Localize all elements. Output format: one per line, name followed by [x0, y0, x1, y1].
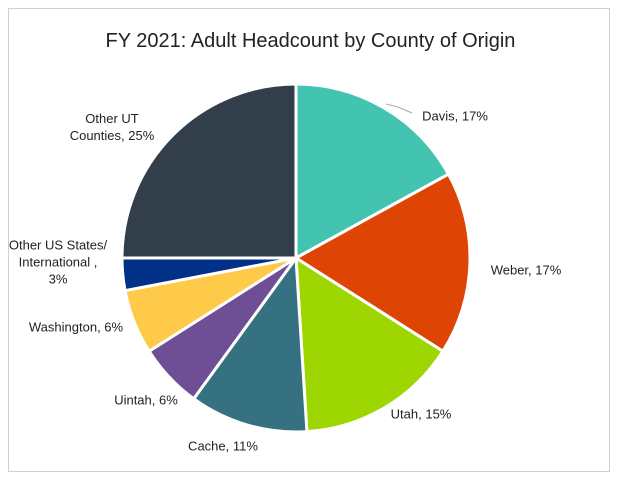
category-label: Utah,	[390, 406, 422, 422]
value-label: 15%	[425, 406, 452, 422]
slice-label: Other US States/ International , 3%	[8, 237, 108, 288]
category-label: Washington,	[28, 319, 101, 335]
value-label: 6%	[159, 392, 178, 408]
value-label: 25%	[128, 128, 155, 143]
category-label: Weber,	[490, 262, 532, 278]
pie-slice	[191, 253, 309, 434]
value-label: 17%	[461, 108, 488, 124]
pie-slice	[120, 82, 298, 260]
category-label: Cache,	[188, 438, 230, 454]
slice-label: Uintah, 6%	[114, 392, 178, 409]
value-label: 17%	[535, 262, 562, 278]
category-label: Other UT Counties,	[69, 111, 139, 143]
slice-label: Washington, 6%	[29, 319, 123, 336]
slice-label: Other UT Counties, 25%	[62, 110, 162, 144]
category-label: Davis,	[422, 108, 459, 124]
chart-frame	[8, 8, 610, 472]
chart-title: FY 2021: Adult Headcount by County of Or…	[105, 30, 516, 52]
value-label: 11%	[232, 438, 258, 454]
pie-slice	[293, 172, 472, 354]
value-label: 6%	[104, 319, 124, 335]
category-label: Other US States/ International ,	[8, 237, 108, 270]
category-label: Uintah,	[114, 392, 156, 408]
pie-slice	[294, 255, 445, 434]
slice-label: Weber, 17%	[491, 262, 562, 279]
pie-slice	[294, 82, 451, 261]
slice-label: Utah, 15%	[391, 406, 452, 423]
value-label: 3%	[48, 271, 68, 287]
slice-label: Davis, 17%	[422, 108, 488, 125]
leader-line	[385, 103, 413, 114]
slice-label: Cache, 11%	[188, 438, 258, 455]
